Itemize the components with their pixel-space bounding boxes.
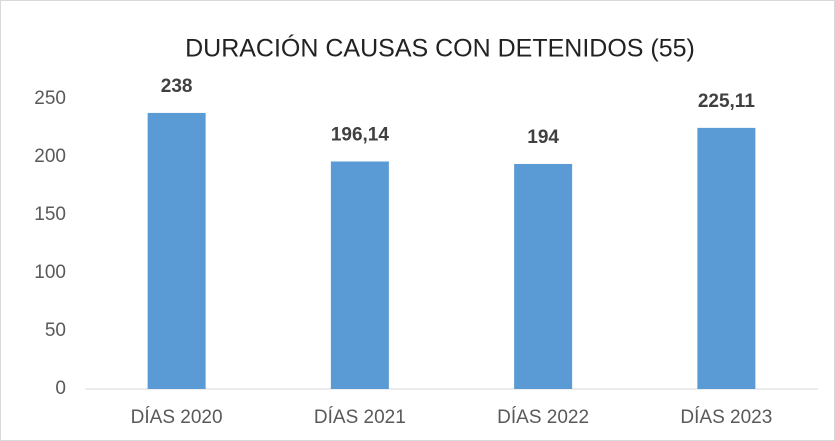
value-label: 238 [161,76,193,97]
chart-title: DURACIÓN CAUSAS CON DETENIDOS (55) [185,34,695,63]
bar [514,163,573,389]
y-tick-label: 200 [34,146,66,167]
y-tick-label: 150 [34,204,66,225]
value-label: 196,14 [331,124,390,145]
y-tick-label: 0 [55,378,66,399]
x-tick-label: DÍAS 2023 [680,407,772,428]
x-tick-label: DÍAS 2021 [314,407,406,428]
y-tick-label: 250 [34,88,66,109]
value-label: 225,11 [698,91,755,112]
x-tick-label: DÍAS 2022 [497,407,589,428]
x-tick-label: DÍAS 2020 [131,407,223,428]
y-tick-label: 100 [34,262,66,283]
value-label: 194 [527,127,559,148]
bar [697,127,756,389]
y-tick-label: 50 [45,320,66,341]
bar [147,112,206,390]
bar [330,161,389,389]
